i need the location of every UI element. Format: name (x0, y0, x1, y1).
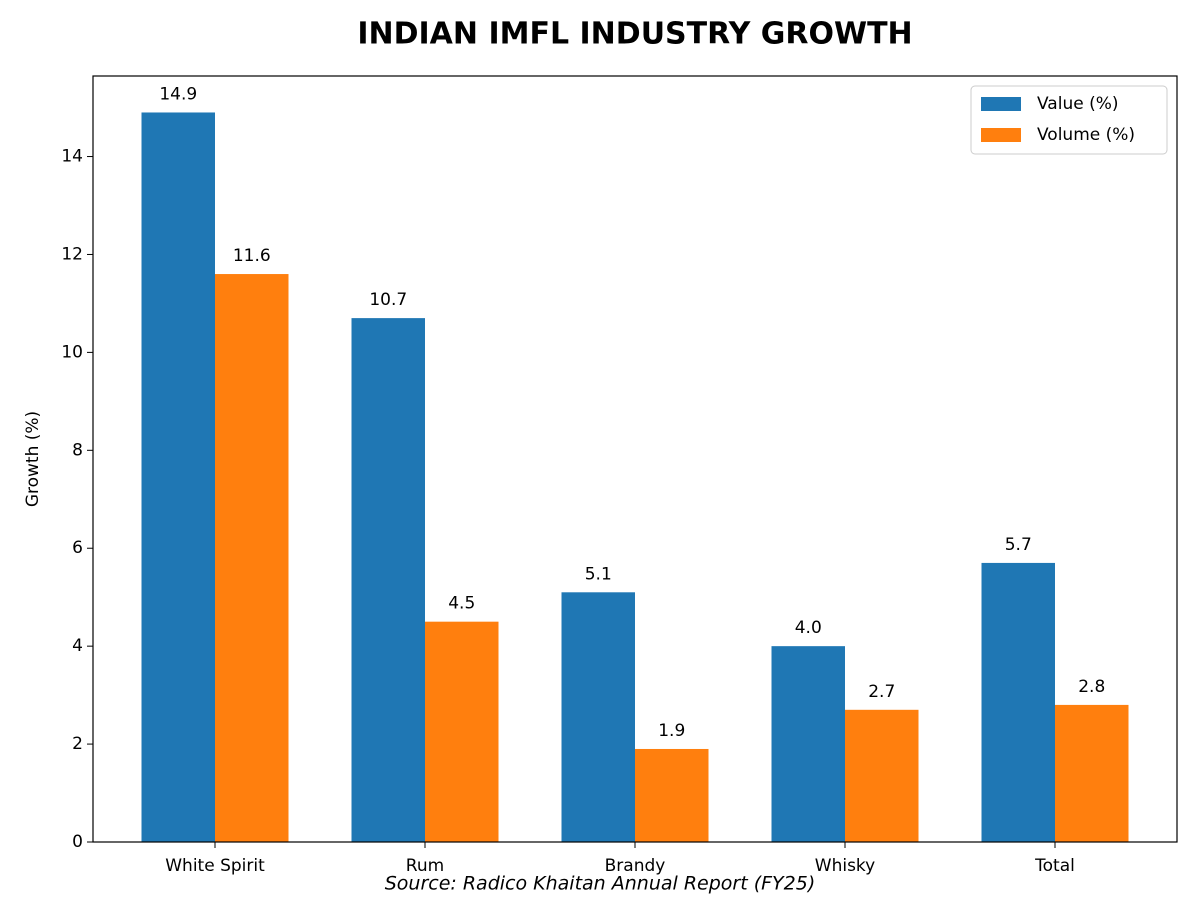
value-label: 1.9 (658, 721, 685, 741)
x-tick-label: White Spirit (165, 856, 265, 876)
value-label: 5.7 (1005, 535, 1032, 555)
value-label: 11.6 (233, 246, 271, 266)
value-label: 5.1 (585, 564, 612, 584)
x-tick-label: Rum (406, 856, 444, 876)
value-label: 4.0 (795, 618, 822, 638)
value-label: 2.7 (868, 682, 895, 702)
bar (1055, 704, 1129, 842)
value-label: 4.5 (448, 594, 475, 614)
bar (351, 318, 425, 842)
y-axis-label: Growth (%) (23, 411, 43, 507)
bar (981, 562, 1055, 842)
legend-label: Volume (%) (1037, 125, 1135, 145)
y-tick-label: 14 (61, 147, 83, 167)
y-tick-label: 6 (72, 538, 83, 558)
legend-label: Value (%) (1037, 94, 1119, 114)
bar (215, 274, 289, 842)
y-tick-label: 0 (72, 832, 83, 852)
bar (845, 709, 919, 842)
y-tick-label: 2 (72, 734, 83, 754)
value-label: 14.9 (159, 84, 197, 104)
y-tick-label: 8 (72, 440, 83, 460)
bar (141, 112, 215, 842)
x-tick-label: Brandy (605, 856, 666, 876)
legend-swatch (981, 128, 1021, 142)
x-tick-label: Total (1034, 856, 1075, 876)
plot-frame (92, 75, 1178, 843)
y-tick-label: 4 (72, 636, 83, 656)
legend-swatch (981, 97, 1021, 111)
y-tick-label: 10 (61, 342, 83, 362)
bar (771, 646, 845, 842)
bar (635, 748, 709, 842)
bar (561, 592, 635, 842)
value-label: 10.7 (369, 290, 407, 310)
y-tick-label: 12 (61, 244, 83, 264)
bar (425, 621, 499, 842)
chart-title: INDIAN IMFL INDUSTRY GROWTH (357, 17, 912, 52)
value-label: 2.8 (1078, 677, 1105, 697)
x-tick-label: Whisky (815, 856, 875, 876)
source-note: Source: Radico Khaitan Annual Report (FY… (385, 873, 816, 895)
